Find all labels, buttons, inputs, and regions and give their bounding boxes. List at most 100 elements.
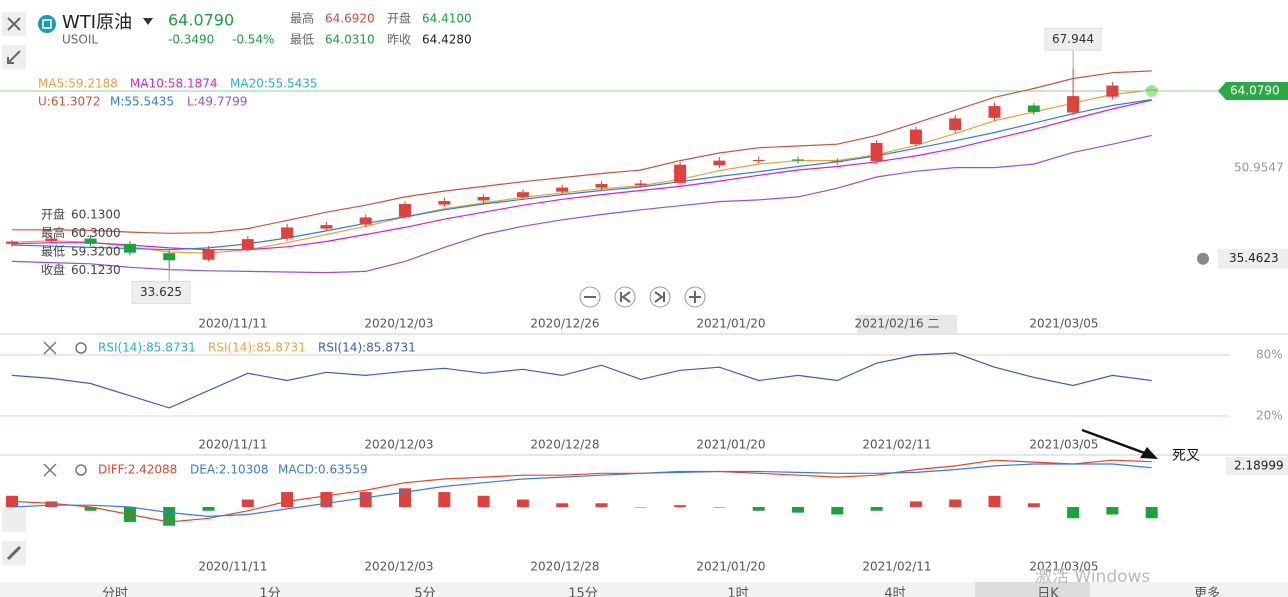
left-toolbar xyxy=(2,12,26,565)
x-tick-label: 2020/12/03 xyxy=(364,317,433,331)
tool-button[interactable] xyxy=(2,508,26,532)
indicator-line xyxy=(11,352,1152,409)
macd-bar xyxy=(949,499,962,508)
candle-body xyxy=(516,192,529,197)
candle-body xyxy=(870,143,883,162)
active-tab-bg xyxy=(975,582,1090,597)
stat-label: 开盘 xyxy=(387,11,411,26)
legend-label: RSI(14):85.8731 xyxy=(208,341,306,355)
x-tick-label: 2021/01/20 xyxy=(696,317,765,331)
x-tick-label: 2021/03/05 xyxy=(1029,560,1098,574)
icon xyxy=(689,291,701,303)
timeframe-tab[interactable]: 1分 xyxy=(259,587,280,597)
candle-body xyxy=(713,160,726,166)
indicator-line xyxy=(11,89,1152,254)
macd-bar xyxy=(988,495,1001,508)
icon xyxy=(620,291,631,303)
x-tick-label: 2021/02/16 二 xyxy=(855,317,940,331)
macd-bar xyxy=(241,499,254,508)
indicator-line xyxy=(12,70,1152,234)
x-tick-label: 2020/12/28 xyxy=(530,438,599,452)
candle-body xyxy=(1067,96,1080,113)
tooltip-value: 59.3200 xyxy=(71,245,121,259)
macd-bar xyxy=(752,507,765,511)
timeframe-tab[interactable]: 15分 xyxy=(568,587,598,597)
x-tick-label: 2020/11/11 xyxy=(198,560,267,574)
macd-settings[interactable] xyxy=(75,464,87,476)
macd-bar xyxy=(84,507,97,511)
candle-body xyxy=(1027,105,1040,112)
last[interactable] xyxy=(649,286,671,308)
x-tick-label: 2021/03/05 xyxy=(1029,317,1098,331)
pen-icon xyxy=(6,545,22,561)
value-tag xyxy=(1226,457,1288,476)
x-tick-label: 2021/01/20 xyxy=(696,438,765,452)
macd-bar xyxy=(202,507,215,511)
candle-body xyxy=(399,203,411,217)
candle-body xyxy=(988,106,1001,118)
stat-value: 64.4100 xyxy=(422,12,472,26)
low-box xyxy=(131,280,191,304)
tooltip-label: 开盘 xyxy=(41,207,65,222)
first[interactable] xyxy=(614,286,636,308)
tooltip-value: 60.1300 xyxy=(71,208,121,222)
timeframe-tab[interactable]: 4时 xyxy=(884,587,905,597)
rsi-settings[interactable] xyxy=(75,342,87,354)
timeframe-tab[interactable]: 分时 xyxy=(102,587,128,597)
candle-body xyxy=(281,227,294,239)
legend-label: M:55.5435 xyxy=(110,95,174,109)
macd-bar xyxy=(831,507,844,515)
dropdown-arrow[interactable] xyxy=(143,18,153,25)
legend-label: U:61.3072 xyxy=(38,95,100,109)
shrink-icon xyxy=(7,50,21,64)
alert-tag xyxy=(1218,248,1288,269)
candle-body xyxy=(45,238,58,241)
candle-body xyxy=(241,239,254,250)
macd-bar xyxy=(163,507,176,526)
close-macd[interactable] xyxy=(43,463,57,477)
candle-body xyxy=(674,164,687,183)
timeframe-tab[interactable]: 5分 xyxy=(414,587,435,597)
alert-label: 35.4623 xyxy=(1229,251,1279,265)
x-tick-label: 2021/02/11 xyxy=(862,438,931,452)
last-price-glow xyxy=(1145,84,1158,97)
bell-icon xyxy=(1197,252,1209,265)
panel-tools xyxy=(43,341,87,477)
macd-bar xyxy=(870,507,883,511)
legend-label: MA20:55.5435 xyxy=(230,77,318,91)
macd-bar xyxy=(477,495,490,508)
change-pct: -0.54% xyxy=(232,33,274,47)
indicator-line xyxy=(11,134,1152,274)
tooltip-value: 60.1230 xyxy=(71,263,121,277)
candle-body xyxy=(792,159,804,161)
crosshair-date-bg xyxy=(857,315,957,333)
macd-bar xyxy=(438,492,451,508)
annotation: 死叉 xyxy=(1172,448,1200,464)
timeframe-tab[interactable]: 日K xyxy=(1037,587,1059,597)
x-tick-label: 2021/03/05 xyxy=(1029,438,1098,452)
price-tag xyxy=(1218,81,1288,100)
macd-bar xyxy=(516,499,529,508)
y-tick-label: 80% xyxy=(1256,348,1283,362)
macd-bar xyxy=(1027,503,1040,508)
stat-value: 64.6920 xyxy=(325,12,375,26)
legend-label: MA10:58.1874 xyxy=(130,77,218,91)
stat-value: 64.0310 xyxy=(325,33,375,47)
legend-label: DIFF:2.42088 xyxy=(98,463,177,477)
macd-bar xyxy=(1067,507,1080,519)
candle-body xyxy=(634,183,647,186)
price-tag-label: 64.0790 xyxy=(1230,83,1280,97)
legend-label: RSI(14):85.8731 xyxy=(318,341,416,355)
y-tick-label: 50.9547 xyxy=(1234,160,1284,174)
macd-bar xyxy=(674,505,687,508)
close-rsi[interactable] xyxy=(43,341,57,355)
indicator-line xyxy=(11,99,1152,251)
timeframe-tab[interactable]: 1时 xyxy=(727,587,748,597)
timeframe-tab[interactable]: 更多 xyxy=(1194,586,1220,597)
legend-label: L:49.7799 xyxy=(187,95,247,109)
candle-body xyxy=(1106,85,1119,97)
x-tick-label: 2020/12/03 xyxy=(364,438,433,452)
candle-body xyxy=(123,243,136,253)
y-tick-label: 20% xyxy=(1256,409,1283,423)
